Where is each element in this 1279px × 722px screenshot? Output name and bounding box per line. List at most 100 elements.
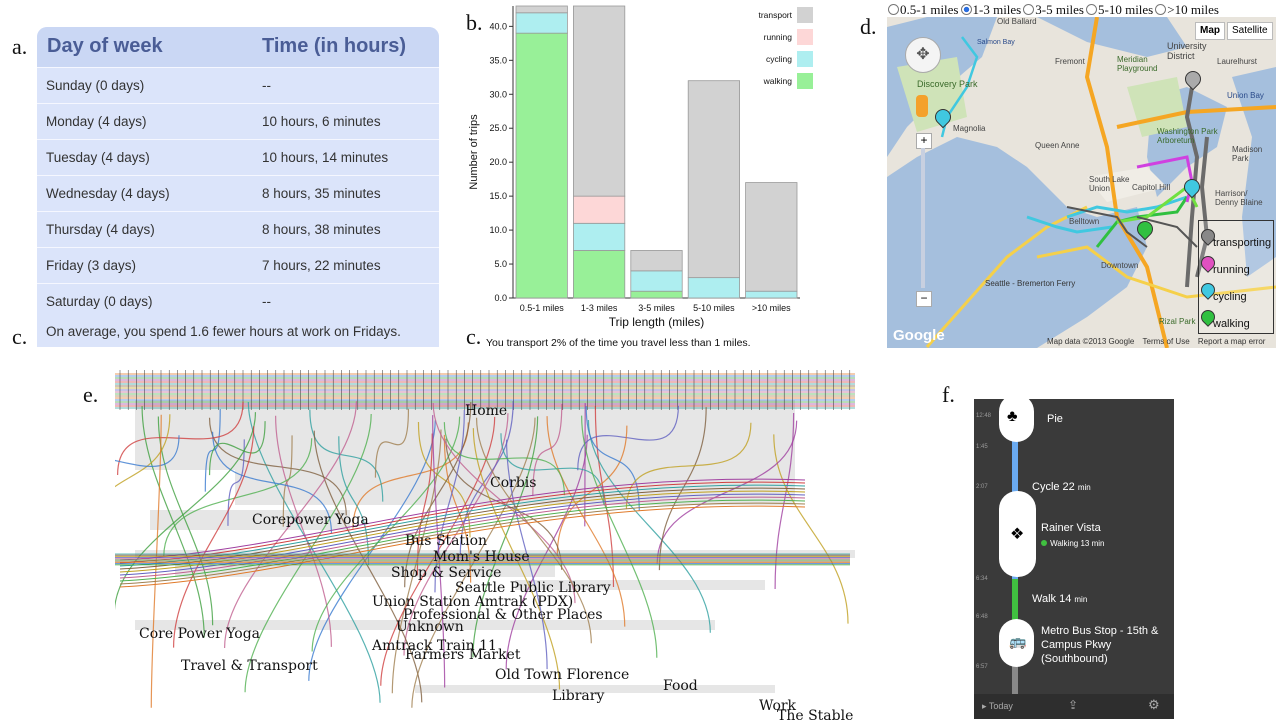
row-time: -- [262,78,271,93]
x-tick-label: 3-5 miles [638,303,675,313]
trip-thread [338,436,370,565]
y-tick-label: 5.0 [494,259,507,269]
y-tick-label: 40.0 [489,21,507,31]
place-label: Capitol Hill [1132,183,1171,192]
satellite-type-button[interactable]: Satellite [1227,22,1273,40]
trip-thread [585,406,640,511]
bar-segment-transport [687,80,740,279]
trip-thread [445,438,563,570]
zoom-in-button[interactable]: + [916,133,932,149]
location-label: Food [663,678,698,694]
distance-radio[interactable]: 3-5 miles [1023,2,1084,18]
map-legend: transporting running cycling walking [1198,220,1274,334]
trip-thread [119,496,806,579]
x-tick-label: >10 miles [752,303,791,313]
row-time: -- [262,294,271,309]
table-row: Sunday (0 days) -- [37,67,439,103]
map-type-button[interactable]: Map [1195,22,1225,40]
brand-label: Google [893,327,945,344]
bar-segment-transport [515,5,568,14]
y-tick-label: 30.0 [489,89,507,99]
bus-icon: 🚌 [1009,633,1027,649]
place-card-rainer-vista[interactable]: ❖ [999,491,1036,577]
place-label: Meridian Playground [1117,55,1158,73]
settings-gear-icon[interactable]: ⚙ [1148,697,1160,712]
trip-thread [577,405,679,471]
item-title: Cycle 22 min [1032,481,1091,493]
panel-label-c-left: c. [12,324,28,349]
share-icon[interactable]: ⇪ [1068,698,1079,712]
trip-thread [432,415,446,688]
place-label: Belltown [1069,217,1100,226]
radio-label: 0.5-1 miles [900,2,959,17]
location-label: Corepower Yoga [252,512,369,528]
street-view-pegman-icon[interactable] [916,95,928,117]
header-time: Time (in hours) [262,35,407,57]
distance-radio[interactable]: 1-3 miles [960,2,1021,18]
panel-label-d: d. [860,14,877,39]
legend-swatch-running [797,29,813,45]
trip-thread [208,421,266,476]
place-label: Laurelhurst [1217,57,1258,66]
legend-label-cycling: cycling [766,54,792,64]
place-label: Queen Anne [1035,141,1080,150]
trip-thread [163,438,313,557]
row-day: Tuesday (4 days) [46,150,150,165]
report-error-link[interactable]: Report a map error [1197,337,1266,346]
table-row: Thursday (4 days) 8 hours, 38 minutes [37,211,439,247]
distance-radio[interactable]: 0.5-1 miles [888,2,959,18]
table-row: Tuesday (4 days) 10 hours, 14 minutes [37,139,439,175]
trip-thread [773,434,849,624]
terms-link[interactable]: Terms of Use [1142,337,1190,346]
bar-segment-running [573,195,626,224]
panel-label-c-right: c. [466,324,482,349]
zoom-out-button[interactable]: − [916,291,932,307]
trip-thread [115,435,180,468]
item-title: Walk 14 min [1032,593,1088,605]
item-title: Metro Bus Stop - 15th & Campus Pkwy (Sou… [1041,625,1159,665]
trip-thread [119,478,806,561]
table-row: Wednesday (4 days) 8 hours, 35 minutes [37,175,439,211]
trip-map[interactable]: ✥ + − Google Map data ©2013 Google Terms… [887,17,1276,348]
trip-thread [374,408,410,478]
trip-thread [581,415,658,658]
place-card-pie[interactable]: ♣ [999,394,1034,442]
pan-control[interactable]: ✥ [905,37,941,73]
place-card-bus-stop[interactable]: 🚌 [999,619,1034,667]
y-tick-label: 35.0 [489,55,507,65]
time-label: 1:45 [976,444,988,450]
timeline-app: 12:48 1:45 2:07 6:34 6:48 6:57 ♣ Pie Cyc… [974,394,1174,719]
row-time: 8 hours, 38 minutes [262,222,381,237]
bar-segment-cycling [687,277,740,299]
item-subtitle: Walking 13 min [1041,537,1104,549]
x-tick-label: 0.5-1 miles [520,303,565,313]
distance-radio[interactable]: >10 miles [1155,2,1219,18]
row-day: Friday (3 days) [46,258,137,273]
place-label: Old Ballard [997,17,1037,26]
y-tick-label: 15.0 [489,191,507,201]
trip-thread [119,505,806,588]
trip-thread [416,433,433,576]
radio-label: >10 miles [1167,2,1219,17]
distance-radio[interactable]: 5-10 miles [1086,2,1153,18]
radio-circle-icon [1155,4,1167,15]
zoom-slider[interactable] [921,148,925,288]
work-hours-table: Day of week Time (in hours) Sunday (0 da… [37,27,439,347]
legend-label-walking: walking [763,76,793,86]
trip-thread [119,502,806,585]
trip-thread [208,417,347,516]
bar-segment-transport [745,182,798,292]
pie-icon: ♣ [1007,408,1018,425]
trip-thread [119,493,806,576]
trip-thread [309,409,384,502]
place-label: Harrison/ Denny Blaine [1215,189,1263,207]
place-label: Washington Park Arboretum [1157,127,1218,145]
table-header: Day of week Time (in hours) [37,27,439,67]
trip-thread [282,435,293,527]
trip-thread [658,407,707,571]
table-row: Saturday (0 days) -- [37,283,439,319]
today-button[interactable]: ▸ Today [982,701,1013,711]
location-band [415,685,775,693]
x-axis-label: Trip length (miles) [609,315,705,329]
y-tick-label: 0.0 [494,293,507,303]
